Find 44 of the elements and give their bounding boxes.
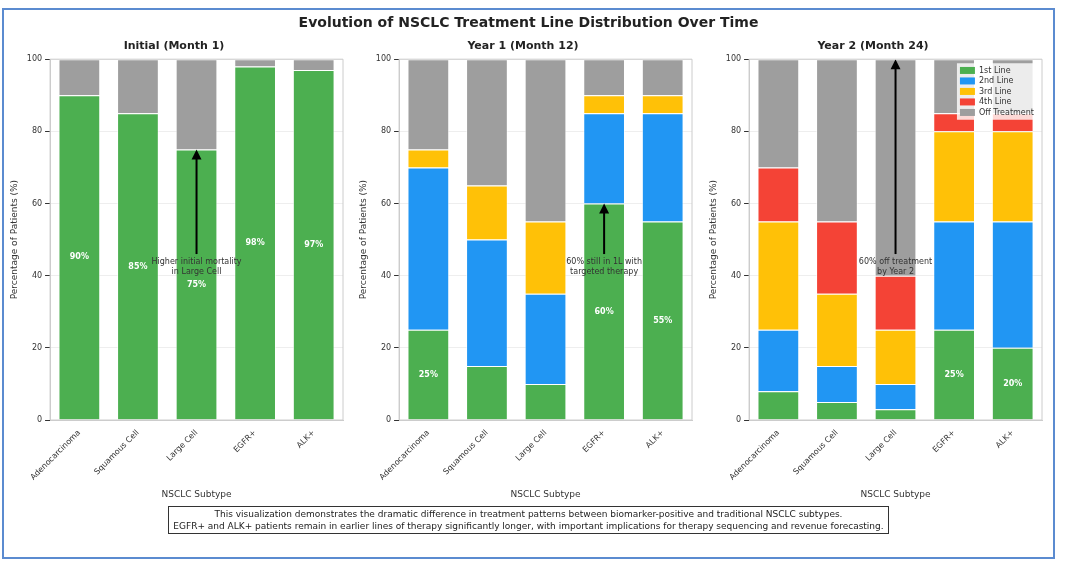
legend-label: 4th Line [979, 97, 1012, 107]
data-label: 98% [245, 238, 265, 248]
data-label: 90% [69, 252, 89, 262]
x-axis-title: NSCLC Subtype [860, 488, 932, 499]
y-tick-label: 100 [26, 54, 42, 64]
text: This visualization demonstrates the dramatic difference in treatment patterns between biomarker-positive and traditional NSCLC subtypes. EGFR+ and ALK+ patients remain in earlier lines of therapy significantly longer, with important implications for therapy sequencing and revenue forecasting. [173, 508, 884, 532]
y-tick-label: 20 [381, 342, 392, 352]
y-tick-label: 100 [376, 54, 392, 64]
y-tick-label: 40 [31, 270, 42, 280]
y-tick-label: 60 [31, 198, 42, 208]
chart-title: Year 2 (Month 24) [816, 39, 929, 53]
y-axis-title: Percentage of Patients (%) [707, 179, 718, 300]
legend-label: 3rd Line [979, 86, 1012, 96]
y-tick-label: 80 [731, 126, 742, 136]
y-tick-label: 80 [381, 126, 392, 136]
chart-title: Year 1 (Month 12) [466, 39, 580, 53]
y-tick-label: 100 [725, 54, 742, 64]
y-tick-label: 60 [381, 198, 392, 208]
legend-label: Off Treatment [979, 107, 1035, 117]
data-label: 55% [653, 315, 673, 325]
data-label: 97% [303, 239, 324, 249]
y-tick-label: 60 [731, 198, 742, 208]
text: Evolution of NSCLC Treatment Line Distribution Over Time [298, 14, 759, 30]
data-label: 25% [944, 369, 964, 379]
data-label: 20% [1003, 378, 1023, 388]
x-axis-title: NSCLC Subtype [161, 488, 232, 499]
y-tick-label: 20 [31, 342, 42, 352]
data-label: 75% [186, 279, 206, 289]
legend-label: 1st Line [979, 65, 1011, 75]
y-tick-label: 0 [36, 415, 42, 425]
data-label: 60% [595, 306, 615, 316]
data-label: 85% [128, 261, 148, 271]
y-tick-label: 0 [386, 415, 392, 425]
y-tick-label: 0 [736, 415, 742, 425]
x-axis-title: NSCLC Subtype [510, 488, 582, 499]
y-axis-title: Percentage of Patients (%) [358, 179, 369, 300]
chart-title: Initial (Month 1) [123, 39, 225, 53]
y-tick-label: 40 [731, 270, 742, 280]
y-tick-label: 80 [31, 126, 42, 136]
legend-label: 2nd Line [979, 76, 1014, 86]
y-tick-label: 20 [731, 342, 742, 352]
y-tick-label: 40 [381, 270, 392, 280]
y-axis-title: Percentage of Patients (%) [8, 179, 19, 300]
data-label: 25% [419, 369, 439, 379]
